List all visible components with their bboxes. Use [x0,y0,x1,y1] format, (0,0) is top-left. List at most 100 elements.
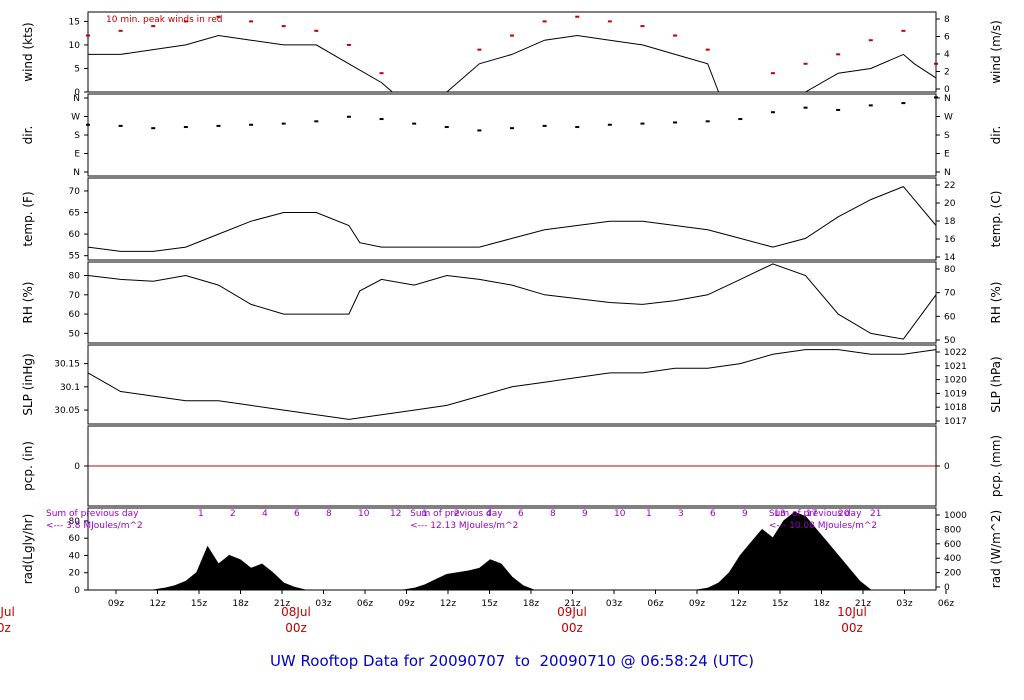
day-label-time: 00z [841,621,863,635]
rad-hour-mark: 20 [838,509,850,519]
right-tick-label: 50 [944,336,956,346]
radiation-area [88,511,936,591]
peak-wind-point [705,48,710,51]
ylabel-left-rh: RH (%) [21,282,35,324]
dir-point [412,122,417,125]
left-tick-label: 70 [69,187,81,197]
dir-point [281,122,286,125]
right-tick-label: 8 [944,15,950,25]
dir-point [673,121,678,124]
footer-end-date: 20090710 [539,652,616,670]
footer-prefix: UW Rooftop Data for [269,652,425,670]
rad-hour-mark: 2 [454,509,460,519]
left-tick-label: N [73,94,80,104]
peak-wind-point [86,34,90,37]
left-tick-label: 80 [69,272,81,282]
ylabel-right-slp: SLP (hPa) [989,356,1003,412]
right-tick-label: 200 [944,569,961,579]
footer-title: UW Rooftop Data for 20090707 to 20090710… [0,652,1024,670]
right-tick-label: 800 [944,525,961,535]
x-tick-label: 09z [689,599,705,609]
left-tick-label: 30.1 [60,383,80,393]
footer-to: to [514,652,530,670]
right-tick-label: 18 [944,217,956,227]
dir-point [934,96,938,99]
series-wind-line [88,34,937,93]
left-tick-label: 65 [69,209,80,219]
rad-hour-mark: 12 [390,509,401,519]
peak-wind-point [379,72,384,75]
rad-hour-mark: 4 [262,509,268,519]
right-tick-label: N [944,94,951,104]
day-label-time: 00z [561,621,583,635]
dir-point [542,124,547,127]
footer-time: @ 06:58:24 [620,652,708,670]
peak-wind-point [770,72,775,75]
peak-wind-point [346,43,351,46]
x-tick-label: 06z [647,599,663,609]
left-tick-label: 15 [69,17,80,27]
right-tick-label: 600 [944,540,961,550]
dir-point [836,108,841,111]
ylabel-right-pcp: pcp. (mm) [989,435,1003,497]
x-tick-label: 12z [440,599,456,609]
peak-wind-point [314,29,319,32]
left-tick-label: 70 [69,291,81,301]
right-tick-label: 1019 [944,389,967,399]
left-tick-label: 10 [69,41,81,51]
ylabel-left-temp: temp. (F) [21,191,35,246]
left-tick-label: N [73,168,80,178]
rad-hour-mark: 4 [486,509,492,519]
dir-point [510,127,514,130]
rad-daily-sum: <--- 12.13 MJoules/m^2 [410,521,518,531]
right-tick-label: 1021 [944,362,967,372]
left-tick-label: 0 [74,462,80,472]
series-temp-line [87,186,937,252]
right-tick-label: 1020 [944,376,967,386]
ylabel-left-wind: wind (kts) [21,22,35,81]
right-tick-label: 400 [944,554,961,564]
peak-wind-point [477,48,482,51]
dir-point [803,106,808,109]
footer-tz: (UTC) [712,652,755,670]
ylabel-right-rh: RH (%) [989,282,1003,324]
right-tick-label: 20 [944,199,956,209]
peak-wind-point [607,20,612,23]
x-tick-label: 12z [149,599,165,609]
rad-hour-mark: 9 [742,509,748,519]
footer-start-date: 20090707 [429,652,506,670]
peak-wind-point [934,62,938,65]
right-tick-label: 0 [944,85,950,95]
rad-hour-mark: 2 [230,509,236,519]
dir-point [183,126,188,129]
rad-hour-mark: 9 [582,509,588,519]
dir-point [86,123,90,126]
rad-sum-header: Sum of previous day [769,509,862,519]
x-tick-label: 06z [938,599,954,609]
peak-wind-point [151,25,156,28]
series-slp-line [87,349,937,420]
peak-wind-point [868,39,873,42]
x-tick-label: 18z [232,599,248,609]
peak-wind-point [575,15,580,18]
peak-wind-point [901,29,906,32]
rad-sum-header: Sum of previous day [46,509,139,519]
dir-point [607,123,612,126]
x-tick-label: 15z [191,599,207,609]
rad-hour-mark: 1 [422,509,428,519]
x-tick-label: 21z [274,599,290,609]
rad-hour-mark: 21 [870,509,881,519]
right-tick-label: N [944,168,951,178]
ylabel-left-rad: rad(Lgly/hr) [21,514,35,585]
series-rh-line [87,263,937,340]
right-tick-label: E [944,150,950,160]
panel-rh-frame [87,261,937,344]
ylabel-right-dir: dir. [989,126,1003,145]
right-tick-label: 1000 [944,511,967,521]
left-tick-label: 30.15 [54,360,80,370]
rad-daily-sum: <--- 3.8 MJoules/m^2 [46,521,143,531]
left-tick-label: 60 [69,534,81,544]
panel-slp-frame [87,344,937,425]
rad-hour-mark: 6 [710,509,716,519]
x-tick-label: 09z [398,599,414,609]
